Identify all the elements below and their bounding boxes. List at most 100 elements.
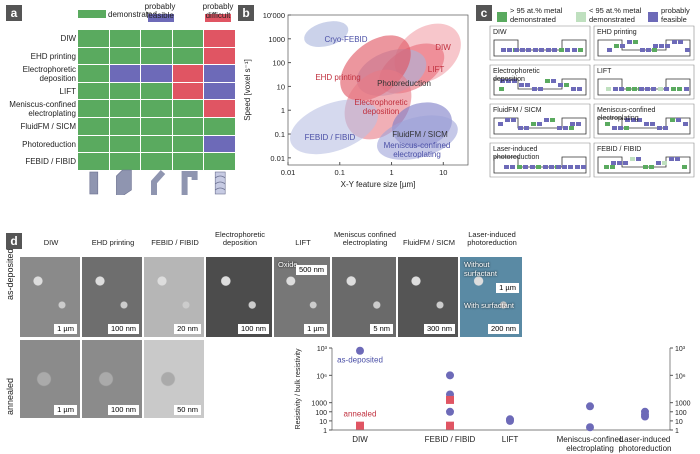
with-surfactant-label: With surfactant <box>464 301 515 310</box>
purity-voxel <box>499 87 504 91</box>
matrix-cell <box>204 100 235 117</box>
scale-bar: 50 nm <box>174 405 201 415</box>
purity-voxel <box>646 48 651 52</box>
purity-voxel <box>613 87 618 91</box>
purity-voxel <box>572 48 577 52</box>
matrix-cell <box>172 82 204 100</box>
legend-label-low-purity: < 95 at.% metal demonstrated <box>589 6 642 24</box>
purity-voxel <box>552 48 557 52</box>
purity-voxel <box>505 118 510 122</box>
y-tick-label-right: 1 <box>675 428 679 435</box>
purity-voxel <box>669 157 674 161</box>
without-surfactant-label: Without surfactant <box>464 260 497 278</box>
legend-swatch-feasible-c <box>648 12 658 22</box>
purity-voxel <box>549 165 554 169</box>
purity-voxel <box>682 165 687 169</box>
purity-voxel <box>605 122 610 126</box>
purity-voxel <box>543 165 548 169</box>
matrix-cell <box>141 82 172 100</box>
matrix-cell <box>109 135 141 153</box>
purity-voxel <box>639 87 644 91</box>
y-tick-label: 1000 <box>268 35 285 44</box>
y-tick-label: 100 <box>315 410 327 417</box>
y-tick-label: 1000 <box>311 401 327 408</box>
y-tick-label: 1 <box>281 106 285 115</box>
purity-voxel <box>643 165 648 169</box>
matrix-cell <box>141 118 172 135</box>
purity-voxel <box>649 165 654 169</box>
purity-voxel <box>558 83 563 87</box>
geometry-icons <box>89 169 226 195</box>
purity-voxel <box>637 118 642 122</box>
region-ellipse <box>377 115 458 160</box>
legend-swatch-low-purity <box>576 12 586 22</box>
purity-voxel <box>501 48 506 52</box>
purity-voxel <box>620 44 625 48</box>
helix-icon <box>214 171 226 195</box>
purity-voxel <box>684 87 689 91</box>
purity-voxel <box>630 157 635 161</box>
purity-voxel <box>676 118 681 122</box>
matrix-cell <box>109 118 141 135</box>
matrix-cell <box>109 65 141 82</box>
purity-voxel <box>671 87 676 91</box>
scale-bar: 20 nm <box>174 324 201 334</box>
purity-frame <box>593 25 695 61</box>
purity-voxel <box>524 126 529 130</box>
annealed-label: annealed <box>344 410 377 419</box>
panel-label-d: d <box>6 233 22 249</box>
purity-panel-label: Laser-induced <box>493 146 537 153</box>
purity-voxel <box>672 40 677 44</box>
x-tick-label: 10 <box>439 168 447 177</box>
resistivity-chart: 10³ 10³ 10⁶ 10⁶ 1000 1000 100 100 10 10 1 1 Resistiv… <box>295 346 691 453</box>
region-label: DIW <box>435 43 451 52</box>
purity-panels: DIW EHD printing Electrophoreticdeposition… <box>489 25 695 178</box>
matrix-cell <box>78 30 109 47</box>
matrix-row-label: EHD printing <box>30 51 76 61</box>
as-deposited-point <box>641 412 649 421</box>
purity-voxel <box>575 165 580 169</box>
purity-voxel <box>525 83 530 87</box>
purity-voxel <box>510 165 515 169</box>
matrix-cell <box>78 47 109 65</box>
scale-bar-inset: 500 nm <box>295 265 327 275</box>
category-label: LIFT <box>502 435 519 444</box>
matrix-cell <box>172 47 204 65</box>
legend-swatch-difficult <box>205 14 231 22</box>
y-tick-label-right: 10³ <box>675 346 686 353</box>
purity-voxel <box>564 83 569 87</box>
as-deposited-label: as-deposited <box>337 356 383 365</box>
purity-voxel <box>551 79 556 83</box>
purity-voxel <box>538 87 543 91</box>
y-tick-label: 10'000 <box>263 11 285 20</box>
purity-voxel <box>658 87 663 91</box>
purity-voxel <box>537 122 542 126</box>
annealed-point <box>356 421 364 430</box>
purity-voxel <box>636 157 641 161</box>
purity-voxel <box>662 161 667 165</box>
purity-voxel <box>617 161 622 165</box>
purity-voxel <box>571 87 576 91</box>
matrix-cell <box>172 30 204 47</box>
scale-bar: 1 µm <box>54 324 77 334</box>
purity-panel-label: DIW <box>493 29 507 36</box>
region-label: Electrophoretic <box>354 98 407 107</box>
micrograph-column-header: Electrophoretic deposition <box>214 230 266 247</box>
purity-voxel <box>670 118 675 122</box>
purity-voxel <box>678 40 683 44</box>
purity-voxel <box>675 157 680 161</box>
scale-bar: 100 nm <box>107 324 139 334</box>
purity-voxel <box>533 48 538 52</box>
row-label-as-deposited: as-deposited <box>5 248 15 300</box>
legend-label-feasible-c: probably feasible <box>661 6 690 24</box>
purity-panel-label: Meniscus-confined <box>597 107 655 114</box>
row-label-annealed: annealed <box>5 377 15 415</box>
matrix-cell <box>204 65 235 82</box>
purity-voxel <box>640 48 645 52</box>
matrix-cell <box>109 153 141 170</box>
matrix-cell <box>109 47 141 65</box>
panel-label-a: a <box>6 5 22 21</box>
region-label: Meniscus-confined <box>384 141 451 150</box>
purity-voxel <box>685 48 690 52</box>
